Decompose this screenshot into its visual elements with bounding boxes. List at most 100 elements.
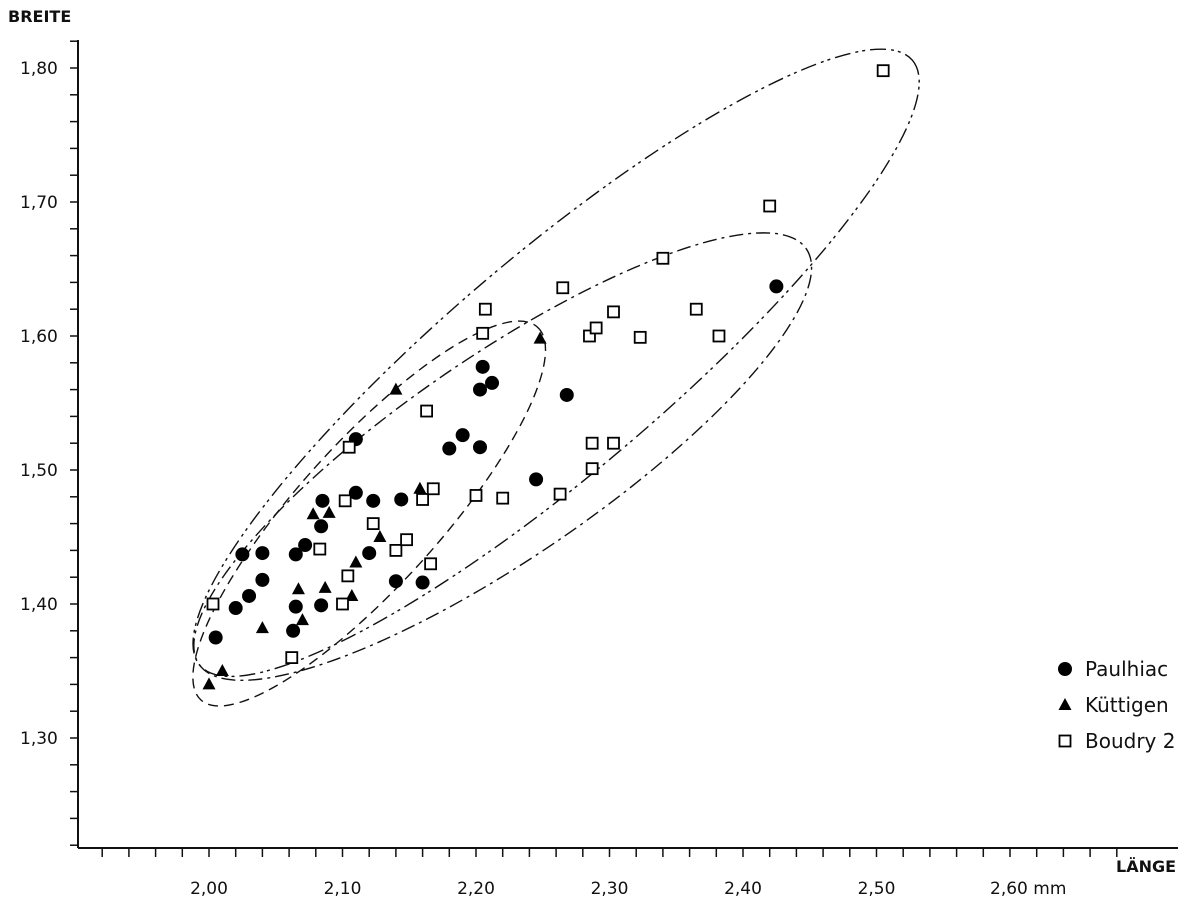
legend-label-boudry-2: Boudry 2 xyxy=(1085,729,1175,753)
data-point-boudry-2 xyxy=(338,494,352,508)
data-point-boudry-2 xyxy=(553,487,567,501)
data-point-k-ttigen xyxy=(322,505,336,518)
group-outline-k-ttigen xyxy=(193,232,813,682)
data-point-k-ttigen xyxy=(295,613,309,626)
group-outlines xyxy=(192,48,920,707)
data-point-paulhiac xyxy=(286,623,301,638)
data-points xyxy=(202,64,890,690)
data-point-boudry-2 xyxy=(389,544,403,557)
data-point-paulhiac xyxy=(394,492,409,507)
data-point-boudry-2 xyxy=(607,305,620,319)
data-point-boudry-2 xyxy=(400,533,413,547)
data-point-k-ttigen xyxy=(291,582,305,595)
data-point-paulhiac xyxy=(255,572,270,587)
data-point-boudry-2 xyxy=(689,302,703,316)
data-point-paulhiac xyxy=(348,485,363,500)
data-point-boudry-2 xyxy=(416,493,430,506)
data-point-boudry-2 xyxy=(424,557,438,571)
y-axis-label: BREITE xyxy=(8,7,71,26)
data-point-paulhiac xyxy=(473,440,488,455)
data-point-paulhiac xyxy=(559,387,574,402)
data-point-paulhiac xyxy=(529,472,544,487)
data-point-k-ttigen xyxy=(255,621,269,634)
data-point-boudry-2 xyxy=(285,651,299,664)
legend: Paulhiac Küttigen Boudry 2 xyxy=(1058,657,1175,753)
data-point-k-ttigen xyxy=(533,331,547,344)
data-point-boudry-2 xyxy=(342,440,356,454)
x-axis-label: LÄNGE xyxy=(1116,857,1176,876)
data-point-paulhiac xyxy=(228,601,243,616)
data-point-k-ttigen xyxy=(413,481,427,494)
data-point-boudry-2 xyxy=(656,251,670,265)
data-point-boudry-2 xyxy=(341,569,355,583)
data-point-k-ttigen xyxy=(202,677,216,690)
legend-label-paulhiac: Paulhiac xyxy=(1085,657,1168,681)
data-point-boudry-2 xyxy=(556,281,570,295)
data-point-paulhiac xyxy=(288,547,303,562)
x-tick-label: 2,50 xyxy=(858,879,896,899)
data-point-boudry-2 xyxy=(478,302,492,316)
data-point-paulhiac xyxy=(314,519,329,534)
x-tick-label: 2,60 mm xyxy=(990,879,1066,899)
x-tick-label: 2,00 xyxy=(190,879,228,899)
data-point-paulhiac xyxy=(415,575,430,590)
legend-marker-boudry-2 xyxy=(1058,734,1072,748)
axes: 2,00 2,10 2,20 2,30 2,40 2,50 2,60 mm 1,30 1,40 1… xyxy=(20,40,1178,899)
x-tick-label: 2,10 xyxy=(324,879,362,899)
y-tick-label: 1,70 xyxy=(20,193,58,213)
data-point-boudry-2 xyxy=(336,597,349,611)
data-point-boudry-2 xyxy=(589,321,603,335)
data-point-k-ttigen xyxy=(306,507,320,520)
data-point-boudry-2 xyxy=(712,329,726,343)
data-point-boudry-2 xyxy=(633,330,647,344)
data-point-boudry-2 xyxy=(366,517,380,530)
data-point-boudry-2 xyxy=(585,462,599,476)
data-point-paulhiac xyxy=(769,279,784,294)
data-point-paulhiac xyxy=(485,375,500,390)
data-point-paulhiac xyxy=(208,630,223,645)
group-outline-paulhiac xyxy=(192,320,547,707)
data-point-k-ttigen xyxy=(349,555,363,568)
legend-marker-paulhiac xyxy=(1058,662,1072,676)
y-tick-label: 1,60 xyxy=(20,327,58,347)
data-point-boudry-2 xyxy=(585,436,599,450)
data-point-k-ttigen xyxy=(389,382,403,395)
data-point-paulhiac xyxy=(388,574,403,589)
data-point-boudry-2 xyxy=(313,542,327,556)
group-outline-boudry-2 xyxy=(192,48,920,678)
data-point-paulhiac xyxy=(288,599,303,614)
data-point-paulhiac xyxy=(255,546,270,561)
y-tick-label: 1,80 xyxy=(20,59,58,79)
data-point-boudry-2 xyxy=(583,329,596,343)
data-point-k-ttigen xyxy=(373,530,387,542)
data-point-paulhiac xyxy=(473,382,488,397)
data-point-boudry-2 xyxy=(420,404,434,418)
data-point-paulhiac xyxy=(475,359,490,374)
data-point-paulhiac xyxy=(366,493,381,508)
data-point-paulhiac xyxy=(455,428,470,443)
y-tick-label: 1,50 xyxy=(20,461,58,481)
y-tick-label: 1,30 xyxy=(20,729,58,749)
data-point-paulhiac xyxy=(242,588,257,603)
y-tick-label: 1,40 xyxy=(20,595,58,615)
legend-marker-k-ttigen xyxy=(1058,698,1072,710)
x-tick-label: 2,40 xyxy=(724,879,762,899)
data-point-k-ttigen xyxy=(215,664,229,676)
data-point-boudry-2 xyxy=(469,489,483,502)
data-point-boudry-2 xyxy=(763,199,777,213)
data-point-paulhiac xyxy=(362,546,377,561)
data-point-paulhiac xyxy=(298,538,313,553)
data-point-paulhiac xyxy=(235,547,250,562)
data-point-boudry-2 xyxy=(476,326,490,340)
x-tick-label: 2,30 xyxy=(591,879,629,899)
x-tick-label: 2,20 xyxy=(457,879,495,899)
data-point-boudry-2 xyxy=(876,64,890,78)
data-point-k-ttigen xyxy=(318,580,332,593)
data-point-paulhiac xyxy=(314,598,329,613)
data-point-paulhiac xyxy=(442,441,457,456)
data-point-paulhiac xyxy=(315,493,330,508)
legend-label-k-ttigen: Küttigen xyxy=(1085,693,1169,717)
data-point-boudry-2 xyxy=(607,436,620,450)
data-point-boudry-2 xyxy=(206,597,220,611)
